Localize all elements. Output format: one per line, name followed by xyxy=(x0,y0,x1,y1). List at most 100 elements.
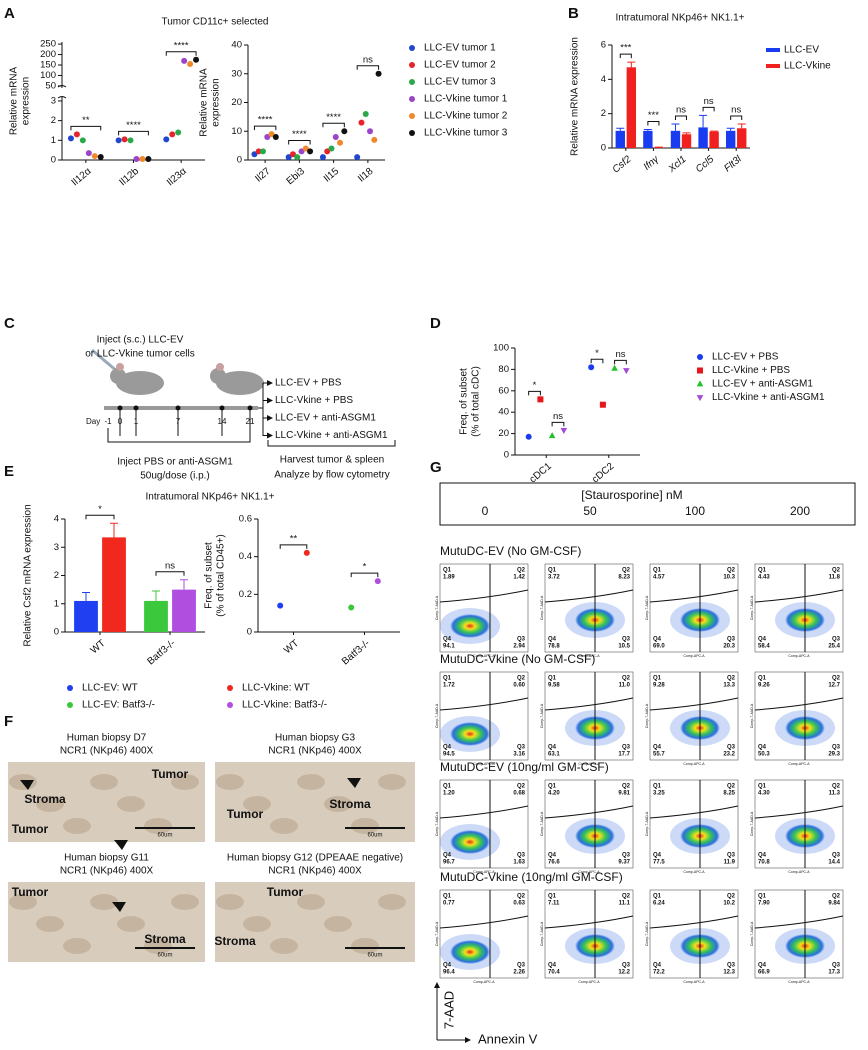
dose-label: 200 xyxy=(790,504,810,518)
quadrant-value: 13.3 xyxy=(723,683,735,689)
region-label: Stroma xyxy=(144,932,186,946)
y-tick-label: 6 xyxy=(601,40,606,51)
legend-label: LLC-Vkine + PBS xyxy=(712,365,790,376)
x-tick-label: cDC1 xyxy=(528,461,555,486)
y-tick-label: 1 xyxy=(51,135,56,146)
quadrant-value: 55.7 xyxy=(653,752,665,758)
flow-plot xyxy=(754,889,844,979)
quadrant-value: 1.42 xyxy=(513,575,525,581)
bar xyxy=(102,537,126,632)
quadrant-name: Q1 xyxy=(758,784,767,790)
significance-label: **** xyxy=(174,40,189,51)
significance-label: * xyxy=(363,562,367,573)
image-title: Human biopsy G12 (DPEAAE negative) xyxy=(227,853,403,864)
region-label: Stroma xyxy=(214,934,256,948)
region-label: Tumor xyxy=(12,885,49,899)
quadrant-name: Q3 xyxy=(517,963,526,969)
significance-label: *** xyxy=(648,110,659,121)
panel-label: C xyxy=(4,315,15,332)
marker xyxy=(294,154,301,161)
error-bar xyxy=(643,128,652,131)
marker xyxy=(374,578,381,585)
tissue-texture xyxy=(324,916,352,932)
significance-bracket xyxy=(590,358,604,364)
x-tick-label: Il23α xyxy=(165,166,189,189)
plot-axis-label: Comp-APC-A xyxy=(473,980,495,984)
significance-label: ns xyxy=(615,349,625,360)
marker xyxy=(375,70,382,77)
region-label: Tumor xyxy=(12,822,49,836)
marker xyxy=(409,79,415,85)
tissue-texture xyxy=(324,796,352,812)
significance-bracket xyxy=(674,115,688,120)
legend-label: LLC-EV + PBS xyxy=(712,352,779,363)
y-tick-label: 0.6 xyxy=(239,514,252,525)
panel-label: D xyxy=(430,315,441,332)
tissue-texture xyxy=(144,938,172,954)
significance-bracket xyxy=(551,421,565,427)
quadrant-name: Q4 xyxy=(653,963,662,969)
quadrant-name: Q1 xyxy=(653,676,662,682)
error-bar xyxy=(82,591,90,601)
marker xyxy=(548,432,556,439)
marker xyxy=(127,137,134,144)
y-tick-label: 2 xyxy=(51,115,56,126)
tissue-texture xyxy=(270,938,298,954)
marker xyxy=(623,368,630,375)
quadrant-name: Q4 xyxy=(758,963,767,969)
tissue-texture xyxy=(243,916,271,932)
quadrant-value: 10.5 xyxy=(618,644,630,650)
legend-label: LLC-EV tumor 1 xyxy=(424,43,496,54)
x-tick-label: Il15 xyxy=(322,166,342,185)
y-tick-label: 100 xyxy=(40,70,56,81)
plot-axis-label: Comp-APC-A xyxy=(578,654,600,658)
quadrant-value: 23.2 xyxy=(723,752,735,758)
x-tick-label: Ccl5 xyxy=(694,154,717,176)
readout-bracket xyxy=(267,440,396,447)
quadrant-name: Q4 xyxy=(443,963,452,969)
mouse-head xyxy=(110,368,126,384)
legend-label: LLC-Vkine tumor 3 xyxy=(424,128,508,139)
group-label: LLC-EV + PBS xyxy=(275,378,342,389)
significance-label: **** xyxy=(258,115,273,126)
quadrant-value: 9.28 xyxy=(653,683,665,689)
flow-plot xyxy=(649,779,739,869)
scale-label: 60um xyxy=(157,833,172,839)
quadrant-name: Q3 xyxy=(622,853,631,859)
plot-axis-label: Comp-7-AAD-A xyxy=(645,595,649,620)
flow-plot xyxy=(439,563,529,653)
significance-bracket xyxy=(288,140,311,145)
legend-label: LLC-Vkine: WT xyxy=(242,683,310,694)
quadrant-value: 9.58 xyxy=(548,683,560,689)
row-title: MutuDC-Vkine (No GM-CSF) xyxy=(440,652,595,666)
error-bar xyxy=(110,522,118,538)
x-tick-label: Il18 xyxy=(356,166,376,185)
quadrant-name: Q4 xyxy=(548,963,557,969)
quadrant-value: 9.81 xyxy=(618,791,630,797)
bar xyxy=(615,130,625,148)
marker xyxy=(409,113,415,119)
marker xyxy=(332,134,339,140)
nk-arrowhead xyxy=(347,778,361,788)
y-tick-label: 0.2 xyxy=(239,589,252,600)
quadrant-value: 0.77 xyxy=(443,901,455,907)
plot-axis-label: Comp-7-AAD-A xyxy=(540,595,544,620)
marker xyxy=(85,150,92,157)
marker xyxy=(362,111,369,117)
quadrant-name: Q2 xyxy=(517,784,526,790)
plot-axis-label: Comp-APC-A xyxy=(473,654,495,658)
event-density xyxy=(450,830,490,854)
quadrant-value: 0.63 xyxy=(513,901,525,907)
legend-label: LLC-EV tumor 2 xyxy=(424,60,496,71)
legend-label: LLC-Vkine xyxy=(784,61,831,72)
marker xyxy=(560,427,568,434)
y-tick-label: 10 xyxy=(231,126,242,137)
y-tick-label: 0 xyxy=(54,627,59,638)
legend-label: LLC-EV: WT xyxy=(82,683,138,694)
y-tick-label: 30 xyxy=(231,68,242,79)
y-tick-label: 20 xyxy=(231,97,242,108)
quadrant-name: Q1 xyxy=(443,894,452,900)
marker xyxy=(409,45,415,51)
quadrant-name: Q4 xyxy=(443,853,452,859)
y-axis-label: Freq. of subset xyxy=(459,368,470,435)
